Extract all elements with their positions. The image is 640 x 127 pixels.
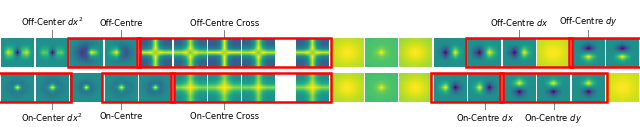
- Text: Off-Centre Cross: Off-Centre Cross: [189, 19, 259, 28]
- Text: Off-Center $dx^2$: Off-Center $dx^2$: [21, 15, 83, 28]
- Text: On-Centre $dx$: On-Centre $dx$: [456, 112, 514, 123]
- Text: Off-Centre $dx$: Off-Centre $dx$: [490, 17, 548, 28]
- Text: On-Centre Cross: On-Centre Cross: [189, 112, 259, 121]
- Text: On-Centre: On-Centre: [99, 112, 143, 121]
- Text: Off-Centre $dy$: Off-Centre $dy$: [559, 15, 618, 28]
- Text: Off-Centre: Off-Centre: [99, 19, 143, 28]
- Text: On-Center $dx^2$: On-Center $dx^2$: [21, 112, 83, 124]
- Text: On-Centre $dy$: On-Centre $dy$: [524, 112, 582, 125]
